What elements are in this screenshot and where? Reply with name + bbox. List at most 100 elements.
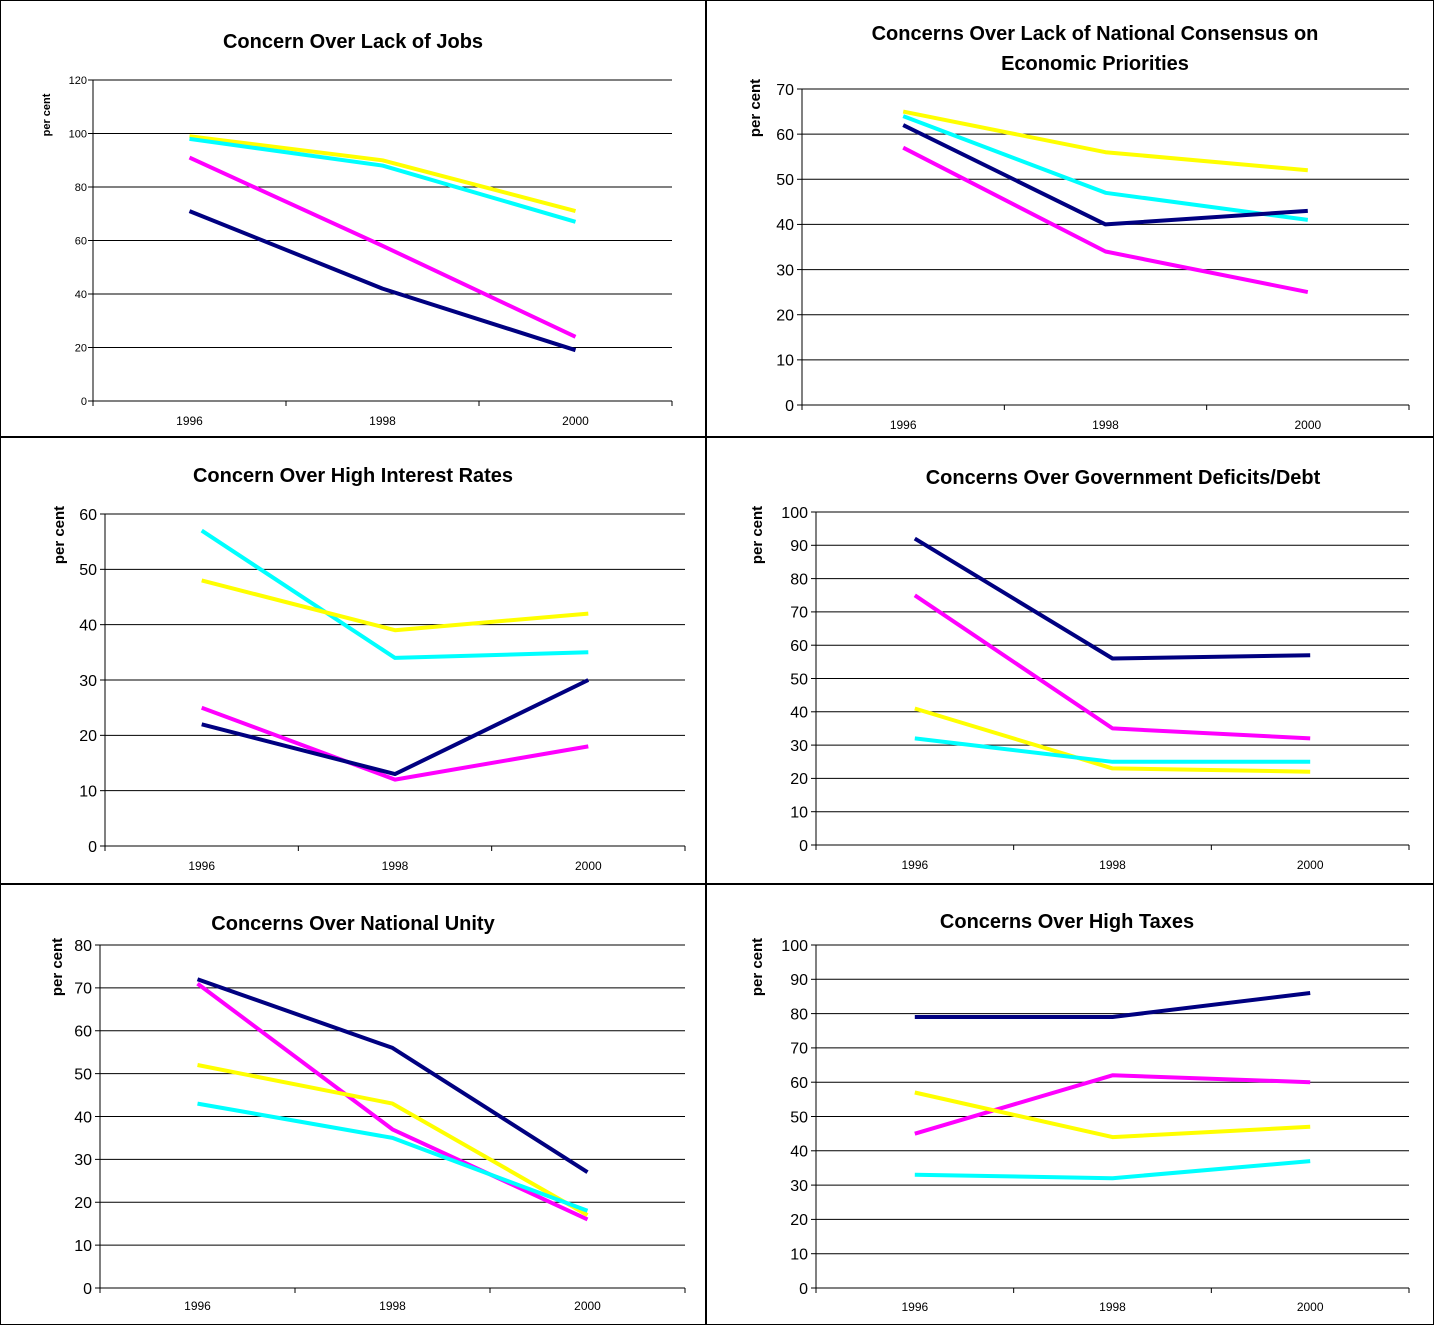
x-tick-label: 1998 [1099,858,1126,872]
series-line-1 [189,134,577,214]
chart-title: Concern Over Lack of Jobs [223,31,483,53]
y-tick-label: 50 [79,562,97,579]
series-line-2 [902,114,1309,222]
y-tick-label: 40 [790,705,808,722]
x-tick-label: 1996 [188,859,215,873]
y-tick-label: 0 [81,396,87,408]
y-axis-label: per cent [747,79,764,137]
y-tick-label: 60 [776,127,794,144]
y-tick-label: 30 [790,738,808,755]
chart-panel-5: Concerns Over National Unity 0 10 20 30 40 50 6… [0,884,706,1325]
y-tick-label: 30 [74,1152,92,1169]
y-tick-label: 20 [74,1195,92,1212]
x-tick-label: 2000 [1297,1300,1324,1314]
y-tick-label: 10 [790,804,808,821]
chart-title: Concerns Over National Unity [211,913,495,935]
series-line-2 [189,136,577,224]
y-tick-label: 20 [79,728,97,745]
y-tick-label: 30 [79,673,97,690]
series-line-2 [201,578,589,633]
x-tick-label: 1996 [184,1299,211,1313]
x-tick-label: 1998 [1099,1300,1126,1314]
x-tick-label: 1998 [382,859,409,873]
y-tick-label: 120 [69,75,87,87]
y-tick-label: 70 [776,82,794,99]
y-tick-label: 30 [776,262,794,279]
y-tick-label: 50 [74,1066,92,1083]
y-tick-label: 50 [790,1109,808,1126]
chart-title-line-2: Economic Priorities [1001,53,1189,75]
x-tick-label: 2000 [574,1299,601,1313]
series-line-2 [913,593,1311,741]
chart-title: Concerns Over Lack of National Consensus… [872,23,1319,45]
x-tick-label: 2000 [1294,418,1321,432]
y-tick-label: 10 [776,353,794,370]
y-tick-label: 80 [790,571,808,588]
line-chart: Concern Over High Interest Rates 0 10 20 30 4… [0,437,706,884]
y-tick-label: 80 [75,182,87,194]
line-chart: Concerns Over High Taxes 0 10 20 30 40 50 60 70 8… [706,884,1434,1325]
line-chart: Concern Over Lack of Jobs 0 20 40 60 80 100 120… [0,0,706,437]
y-axis-label: per cent [749,938,766,996]
y-tick-label: 40 [75,289,87,301]
y-tick-label: 70 [790,605,808,622]
chart-title: Concerns Over High Taxes [940,911,1194,933]
y-tick-label: 80 [74,938,92,955]
y-tick-label: 0 [799,838,808,855]
x-tick-label: 1996 [901,1300,928,1314]
x-tick-label: 1998 [1092,418,1119,432]
series-line-1 [200,528,589,660]
y-tick-label: 20 [790,1212,808,1229]
line-chart: Concerns Over Lack of National Consensus… [706,0,1434,437]
panel-border [0,0,706,437]
y-tick-label: 60 [74,1024,92,1041]
series-line-4 [188,209,577,353]
chart-panel-4: Concerns Over Government Deficits/Debt 0 1… [706,437,1434,884]
series-line-3 [188,155,577,339]
series-line-3 [914,1090,1311,1140]
y-tick-label: 0 [799,1281,808,1298]
y-tick-label: 20 [75,342,87,354]
y-axis-label: per cent [51,506,68,564]
y-tick-label: 0 [785,398,794,415]
panel-border [0,437,706,884]
chart-title: Concern Over High Interest Rates [193,465,513,487]
x-tick-label: 2000 [575,859,602,873]
y-tick-label: 40 [776,217,794,234]
y-tick-label: 10 [790,1246,808,1263]
y-tick-label: 80 [790,1006,808,1023]
series-line-2 [196,981,589,1222]
panel-border [0,884,706,1325]
y-tick-label: 70 [74,981,92,998]
y-tick-label: 50 [776,172,794,189]
y-tick-label: 100 [781,505,808,522]
y-tick-label: 40 [790,1144,808,1161]
y-tick-label: 10 [74,1238,92,1255]
y-tick-label: 90 [790,972,808,989]
y-tick-label: 60 [75,235,87,247]
series-line-4 [914,736,1311,764]
y-tick-label: 0 [88,839,97,856]
y-tick-label: 60 [790,638,808,655]
y-tick-label: 20 [776,307,794,324]
x-tick-label: 1996 [901,858,928,872]
series-line-3 [197,1063,589,1217]
y-tick-label: 100 [781,938,808,955]
y-tick-label: 40 [79,617,97,634]
y-tick-label: 60 [790,1075,808,1092]
y-tick-label: 90 [790,538,808,555]
x-tick-label: 1996 [890,418,917,432]
series-line-4 [914,1159,1311,1181]
y-tick-label: 70 [790,1041,808,1058]
y-tick-label: 60 [79,507,97,524]
chart-title: Concerns Over Government Deficits/Debt [926,467,1321,489]
x-tick-label: 2000 [562,414,589,428]
series-line-1 [196,977,589,1174]
series-line-4 [902,145,1309,295]
series-line-1 [902,109,1308,173]
chart-panel-2: Concerns Over Lack of National Consensus… [706,0,1434,437]
y-tick-label: 30 [790,1178,808,1195]
line-chart: Concerns Over National Unity 0 10 20 30 40 50 6… [0,884,706,1325]
y-tick-label: 40 [74,1109,92,1126]
x-tick-label: 1998 [379,1299,406,1313]
